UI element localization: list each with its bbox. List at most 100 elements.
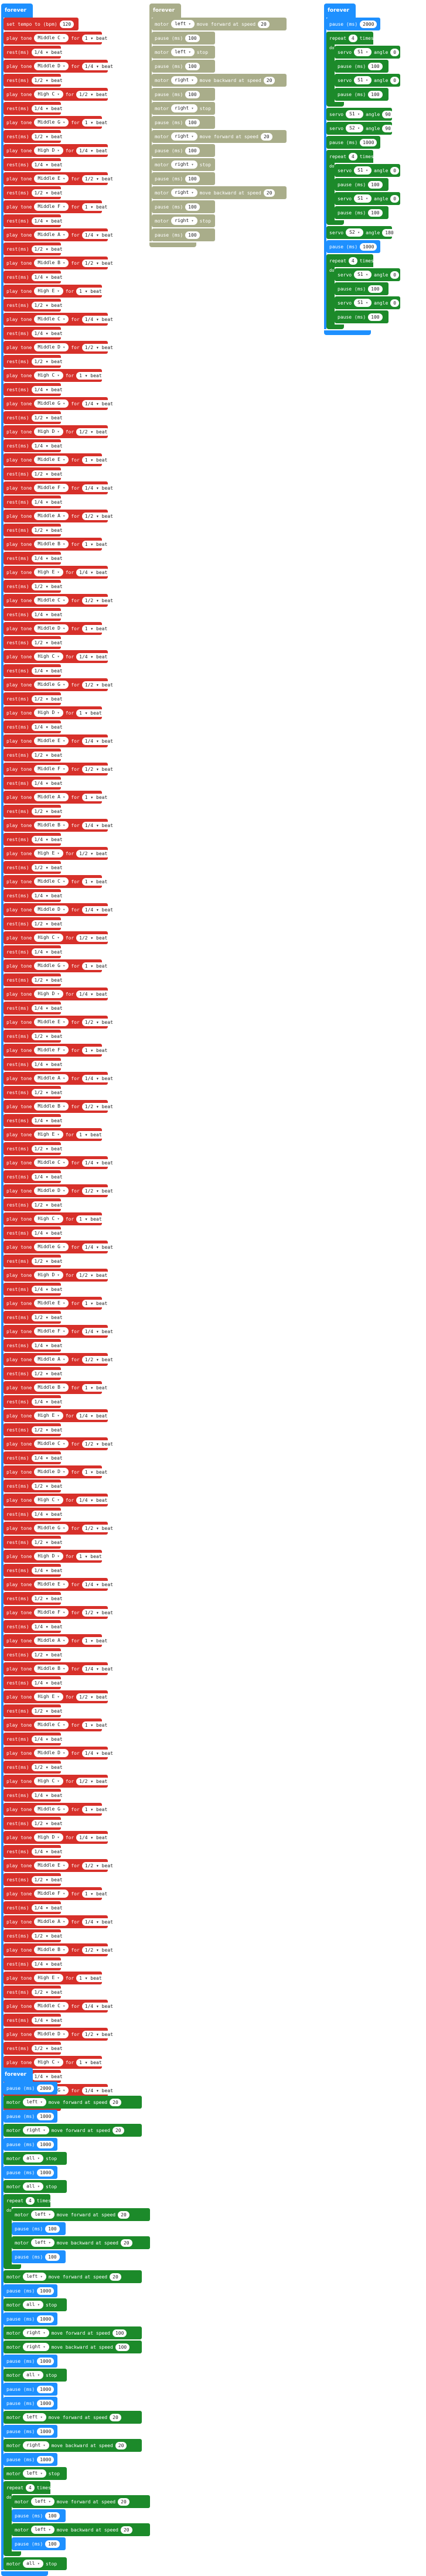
- servo-block[interactable]: servoS1angle0: [335, 192, 400, 205]
- duration-dropdown[interactable]: 1 ▾ beat: [81, 1046, 111, 1054]
- note-dropdown[interactable]: Middle B: [34, 1102, 69, 1111]
- note-dropdown[interactable]: High E: [34, 1412, 63, 1420]
- duration-dropdown[interactable]: 1/4 ▾ beat: [76, 1412, 111, 1420]
- servo-block[interactable]: servoS1angle0: [335, 74, 400, 87]
- pause-value[interactable]: 100: [368, 209, 383, 217]
- speed-value[interactable]: 20: [110, 2273, 121, 2281]
- servo-pin-dropdown[interactable]: S1: [346, 110, 364, 118]
- rest-duration-dropdown[interactable]: 1/4 ▾ beat: [31, 1960, 66, 1968]
- note-dropdown[interactable]: Middle A: [34, 1918, 69, 1926]
- rest-block[interactable]: rest(ms)1/2 ▾ beat: [4, 973, 66, 986]
- pause-value[interactable]: 100: [45, 2253, 60, 2261]
- repeat-block[interactable]: repeat4timesdoservoS1angle0pause (ms)100…: [326, 254, 418, 329]
- note-dropdown[interactable]: Middle C: [34, 315, 69, 323]
- duration-dropdown[interactable]: 1 ▾ beat: [76, 1215, 105, 1223]
- rest-duration-dropdown[interactable]: 1/4 ▾ beat: [31, 1116, 66, 1125]
- duration-dropdown[interactable]: 1 ▾ beat: [81, 624, 111, 633]
- duration-dropdown[interactable]: 1/4 ▾ beat: [81, 1918, 116, 1926]
- pause-value[interactable]: 1000: [37, 2112, 54, 2120]
- rest-duration-dropdown[interactable]: 1/2 ▾ beat: [31, 1988, 66, 1996]
- rest-duration-dropdown[interactable]: 1/4 ▾ beat: [31, 948, 66, 956]
- rest-duration-dropdown[interactable]: 1/2 ▾ beat: [31, 1538, 66, 1546]
- rest-duration-dropdown[interactable]: 1/2 ▾ beat: [31, 807, 66, 815]
- rest-block[interactable]: rest(ms)1/2 ▾ beat: [4, 355, 66, 368]
- note-dropdown[interactable]: Middle F: [34, 484, 69, 492]
- rest-duration-dropdown[interactable]: 1/4 ▾ beat: [31, 1173, 66, 1181]
- duration-dropdown[interactable]: 1 ▾ beat: [76, 709, 105, 717]
- repeat-header[interactable]: repeat 4 times: [4, 2481, 51, 2494]
- duration-dropdown[interactable]: 1 ▾ beat: [81, 456, 111, 464]
- rest-block[interactable]: rest(ms)1/4 ▾ beat: [4, 1226, 66, 1239]
- note-dropdown[interactable]: Middle F: [34, 765, 69, 773]
- duration-dropdown[interactable]: 1/4 ▾ beat: [76, 990, 111, 998]
- rest-duration-dropdown[interactable]: 1/2 ▾ beat: [31, 863, 66, 872]
- motor-side-dropdown[interactable]: left: [23, 2469, 46, 2478]
- angle-value[interactable]: 180: [382, 228, 397, 237]
- pause-value[interactable]: 2000: [37, 2084, 54, 2092]
- repeat-header[interactable]: repeat 4 times: [4, 2194, 51, 2207]
- rest-duration-dropdown[interactable]: 1/4 ▾ beat: [31, 1229, 66, 1237]
- speed-value[interactable]: 100: [115, 2343, 130, 2351]
- rest-block[interactable]: rest(ms)1/4 ▾ beat: [4, 1283, 66, 1296]
- repeat-header[interactable]: repeat 4 times: [326, 32, 374, 45]
- note-dropdown[interactable]: High E: [34, 849, 63, 857]
- rest-block[interactable]: rest(ms)1/2 ▾ beat: [4, 1986, 66, 1998]
- duration-dropdown[interactable]: 1/4 ▾ beat: [76, 1833, 111, 1842]
- duration-dropdown[interactable]: 1 ▾ beat: [76, 2058, 105, 2066]
- rest-block[interactable]: rest(ms)1/4 ▾ beat: [4, 664, 66, 677]
- repeat-block[interactable]: repeat4timesdoservoS1angle0pause (ms)100…: [326, 150, 418, 225]
- pause-block[interactable]: pause (ms) 100: [12, 2537, 66, 2550]
- motor-side-dropdown[interactable]: right: [171, 76, 197, 84]
- motor-side-dropdown[interactable]: left: [171, 48, 195, 56]
- pause-block[interactable]: pause (ms) 100: [152, 88, 215, 101]
- rest-block[interactable]: rest(ms)1/2 ▾ beat: [4, 1648, 66, 1661]
- note-dropdown[interactable]: High C: [34, 371, 63, 380]
- pause-block[interactable]: pause (ms) 100: [152, 200, 215, 213]
- speed-value[interactable]: 20: [118, 2211, 129, 2219]
- rest-block[interactable]: rest(ms)1/4 ▾ beat: [4, 1170, 66, 1183]
- duration-dropdown[interactable]: 1 ▾ beat: [81, 962, 111, 970]
- pause-value[interactable]: 100: [45, 2540, 60, 2548]
- pause-block[interactable]: pause (ms) 2000: [326, 18, 380, 30]
- duration-dropdown[interactable]: 1/2 ▾ beat: [81, 1355, 116, 1364]
- repeat-header[interactable]: repeat 4 times: [326, 150, 374, 163]
- rest-block[interactable]: rest(ms)1/4 ▾ beat: [4, 608, 66, 621]
- note-dropdown[interactable]: Middle C: [34, 1159, 69, 1167]
- rest-block[interactable]: rest(ms)1/2 ▾ beat: [4, 1086, 66, 1099]
- pause-block[interactable]: pause (ms) 1000: [4, 2355, 57, 2367]
- pause-value[interactable]: 1000: [37, 2287, 54, 2295]
- rest-duration-dropdown[interactable]: 1/4 ▾ beat: [31, 385, 66, 394]
- duration-dropdown[interactable]: 1/2 ▾ beat: [81, 1102, 116, 1111]
- rest-block[interactable]: rest(ms)1/4 ▾ beat: [4, 889, 66, 902]
- motor-stop-block[interactable]: motorleftstop: [152, 46, 215, 59]
- speed-value[interactable]: 20: [258, 20, 270, 28]
- note-dropdown[interactable]: High E: [34, 1974, 63, 1982]
- note-dropdown[interactable]: Middle B: [34, 821, 69, 829]
- rest-block[interactable]: rest(ms)1/4 ▾ beat: [4, 1114, 66, 1127]
- duration-dropdown[interactable]: 1/2 ▾ beat: [76, 428, 111, 436]
- speed-value[interactable]: 20: [260, 132, 272, 141]
- duration-dropdown[interactable]: 1/2 ▾ beat: [81, 1187, 116, 1195]
- motor-side-dropdown[interactable]: all: [23, 2301, 43, 2309]
- rest-duration-dropdown[interactable]: 1/4 ▾ beat: [31, 2072, 66, 2080]
- note-dropdown[interactable]: Middle B: [34, 1665, 69, 1673]
